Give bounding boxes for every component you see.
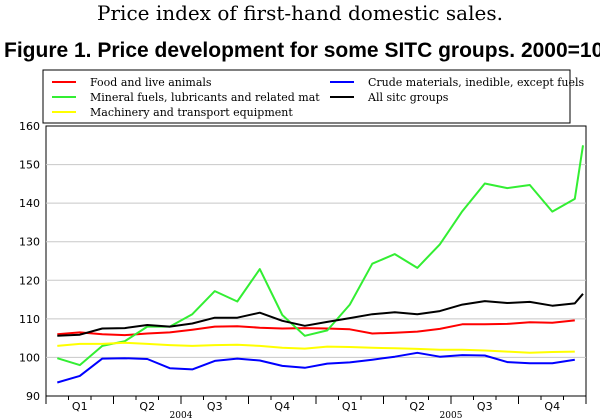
plot-area — [45, 125, 587, 397]
series-line-4 — [57, 293, 584, 337]
quarter-label: Q2 — [409, 400, 425, 413]
quarter-label: Q1 — [342, 400, 358, 413]
chart-title: Figure 1. Price development for some SIT… — [4, 39, 600, 62]
y-tick-label: 160 — [19, 120, 40, 133]
legend-label: Food and live animals — [90, 76, 212, 89]
legend-label: Machinery and transport equipment — [90, 106, 293, 119]
series-line-2 — [57, 341, 575, 354]
legend-box — [42, 69, 571, 124]
series-group — [57, 145, 584, 384]
year-label: 2005 — [440, 411, 463, 420]
y-tick-label: 140 — [19, 197, 40, 210]
series-line-3 — [57, 351, 575, 384]
quarter-label: Q2 — [139, 400, 155, 413]
y-tick-label: 130 — [19, 236, 40, 249]
quarter-label: Q4 — [544, 400, 560, 413]
y-tick-label: 150 — [19, 159, 40, 172]
series-line-0 — [57, 319, 575, 337]
quarter-label: Q1 — [72, 400, 88, 413]
y-tick-label: 90 — [26, 390, 40, 403]
quarter-label: Q3 — [207, 400, 223, 413]
y-tick-label: 110 — [19, 313, 40, 326]
legend-label: Crude materials, inedible, except fuels — [368, 76, 584, 89]
quarter-label: Q3 — [477, 400, 493, 413]
legend-label: Mineral fuels, lubricants and related ma… — [90, 91, 320, 104]
y-tick-label: 120 — [19, 274, 40, 287]
legend: Food and live animals Mineral fuels, lubr… — [52, 76, 584, 119]
year-label: 2004 — [170, 411, 193, 420]
x-axis: Q1 Q2 Q3 Q4 Q1 Q2 Q3 Q4 2004 2005 — [45, 396, 587, 420]
y-gridlines — [46, 164, 586, 358]
y-axis: 90 100 110 120 130 140 150 160 — [19, 120, 40, 403]
quarter-label: Q4 — [274, 400, 290, 413]
series-line-1 — [57, 145, 584, 367]
y-tick-label: 100 — [19, 351, 40, 364]
legend-label: All sitc groups — [367, 91, 449, 104]
page-subtitle: Price index of first-hand domestic sales… — [97, 1, 503, 25]
